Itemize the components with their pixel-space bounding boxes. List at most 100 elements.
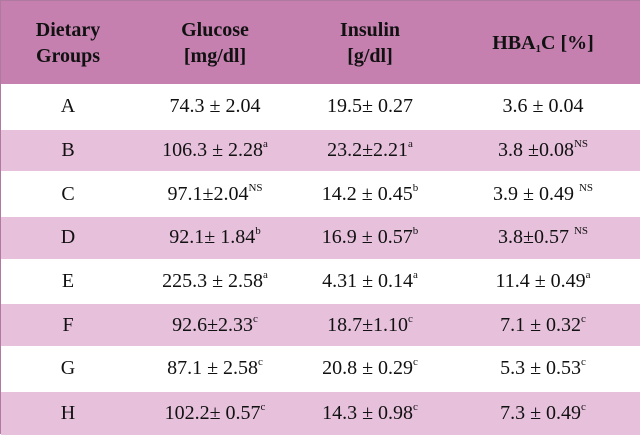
insulin-significance: c [413, 356, 418, 369]
insulin-value: 23.2±2.21 [327, 139, 409, 162]
group-cell: D [1, 215, 135, 260]
table-header: Dietary Groups Glucose [mg/dl] Insulin [… [1, 1, 640, 86]
table-row: F 92.6±2.33c 18.7±1.10c 7.1 ± 0.32c [1, 302, 640, 348]
group-value: D [60, 226, 76, 249]
insulin-significance: b [412, 225, 419, 238]
hba1c-value: 3.8 ±0.08 [497, 139, 574, 162]
table-row: D 92.1± 1.84b 16.9 ± 0.57b 3.8±0.57 NS [1, 215, 640, 260]
glucose-value: 92.6±2.33 [172, 313, 254, 336]
insulin-cell: 16.9 ± 0.57b [295, 215, 445, 260]
hba1c-significance: NS [573, 225, 589, 238]
hba1c-value: 3.8±0.57 [497, 226, 574, 249]
group-cell: E [1, 258, 135, 304]
hba1c-cell: 7.1 ± 0.32c [445, 302, 640, 348]
header-dietary-groups-line2: Groups [35, 44, 101, 67]
group-cell: A [1, 84, 135, 129]
hba1c-cell: 3.8±0.57 NS [445, 215, 640, 260]
glucose-cell: 87.1 ± 2.58c [135, 346, 295, 391]
table-row: E 225.3 ± 2.58a 4.31 ± 0.14a 11.4 ± 0.49… [1, 258, 640, 304]
header-hba1c-pre: HBA [492, 31, 536, 54]
header-insulin: Insulin [g/dl] [295, 1, 445, 86]
hba1c-value: 7.1 ± 0.32 [500, 313, 582, 336]
hba1c-significance: a [585, 269, 591, 282]
table-body: A 74.3 ± 2.04 19.5± 0.27 3.6 ± 0.04 B 10… [1, 84, 640, 435]
glucose-cell: 106.3 ± 2.28a [135, 127, 295, 173]
hba1c-significance: c [581, 356, 586, 369]
group-value: C [61, 182, 75, 205]
group-value: E [61, 270, 75, 293]
insulin-value: 20.8 ± 0.29 [322, 357, 414, 380]
glucose-value: 225.3 ± 2.58 [162, 270, 264, 293]
hba1c-value: 11.4 ± 0.49 [495, 270, 586, 293]
group-value: A [60, 95, 76, 118]
group-value: F [62, 313, 74, 336]
insulin-significance: a [408, 138, 413, 151]
hba1c-significance: c [581, 312, 586, 325]
glucose-significance: b [255, 225, 261, 238]
header-hba1c-sub: 1 [535, 42, 542, 55]
insulin-cell: 14.2 ± 0.45b [295, 171, 445, 217]
glucose-value: 92.1± 1.84 [169, 226, 256, 249]
hba1c-cell: 3.6 ± 0.04 [445, 84, 640, 129]
insulin-cell: 23.2±2.21a [295, 127, 445, 173]
table-row: A 74.3 ± 2.04 19.5± 0.27 3.6 ± 0.04 [1, 84, 640, 129]
header-row: Dietary Groups Glucose [mg/dl] Insulin [… [1, 1, 640, 86]
group-cell: G [1, 346, 135, 391]
glucose-significance: a [263, 269, 268, 282]
glucose-value: 102.2± 0.57 [164, 401, 261, 424]
hba1c-cell: 5.3 ± 0.53c [445, 346, 640, 391]
glucose-cell: 74.3 ± 2.04 [135, 84, 295, 129]
insulin-value: 19.5± 0.27 [327, 95, 413, 118]
insulin-value: 14.2 ± 0.45 [321, 182, 413, 205]
hba1c-cell: 3.8 ±0.08NS [445, 127, 640, 173]
insulin-cell: 20.8 ± 0.29c [295, 346, 445, 391]
insulin-value: 14.3 ± 0.98 [322, 401, 414, 424]
hba1c-cell: 11.4 ± 0.49a [445, 258, 640, 304]
glucose-value: 106.3 ± 2.28 [162, 139, 264, 162]
glucose-cell: 92.1± 1.84b [135, 215, 295, 260]
glucose-cell: 225.3 ± 2.58a [135, 258, 295, 304]
hba1c-cell: 7.3 ± 0.49c [445, 389, 640, 435]
group-cell: H [1, 389, 135, 435]
group-value: G [60, 357, 76, 380]
glucose-cell: 92.6±2.33c [135, 302, 295, 348]
insulin-cell: 19.5± 0.27 [295, 84, 445, 129]
header-dietary-groups: Dietary Groups [1, 1, 135, 86]
glucose-significance: NS [248, 181, 263, 194]
hba1c-value: 3.9 ± 0.49 [492, 182, 579, 205]
insulin-cell: 18.7±1.10c [295, 302, 445, 348]
group-cell: B [1, 127, 135, 173]
header-insulin-line1: Insulin [339, 18, 401, 41]
glucose-value: 97.1±2.04 [167, 182, 249, 205]
table-row: H 102.2± 0.57c 14.3 ± 0.98c 7.3 ± 0.49c [1, 389, 640, 435]
group-cell: C [1, 171, 135, 217]
insulin-value: 16.9 ± 0.57 [321, 226, 413, 249]
hba1c-significance: NS [578, 181, 594, 194]
header-dietary-groups-line1: Dietary [35, 18, 101, 41]
header-hba1c-post: C [%] [541, 31, 594, 54]
insulin-cell: 14.3 ± 0.98c [295, 389, 445, 435]
table-row: B 106.3 ± 2.28a 23.2±2.21a 3.8 ±0.08NS [1, 127, 640, 173]
header-glucose-line1: Glucose [181, 18, 249, 41]
glucose-significance: c [253, 312, 258, 325]
hba1c-value: 7.3 ± 0.49 [500, 401, 582, 424]
hba1c-significance: NS [573, 138, 589, 151]
glucose-significance: c [260, 400, 266, 413]
glucose-value: 74.3 ± 2.04 [169, 95, 261, 118]
insulin-significance: b [412, 181, 419, 194]
group-value: B [61, 139, 75, 162]
header-glucose: Glucose [mg/dl] [135, 1, 295, 86]
insulin-significance: a [413, 269, 418, 282]
table-row: G 87.1 ± 2.58c 20.8 ± 0.29c 5.3 ± 0.53c [1, 346, 640, 391]
glucose-significance: c [258, 356, 263, 369]
insulin-value: 18.7±1.10 [327, 313, 409, 336]
insulin-cell: 4.31 ± 0.14a [295, 258, 445, 304]
glucose-cell: 102.2± 0.57c [135, 389, 295, 435]
header-glucose-line2: [mg/dl] [183, 44, 247, 67]
table-row: C 97.1±2.04NS 14.2 ± 0.45b 3.9 ± 0.49 NS [1, 171, 640, 217]
hba1c-cell: 3.9 ± 0.49 NS [445, 171, 640, 217]
hba1c-significance: c [581, 400, 586, 413]
insulin-significance: c [408, 312, 413, 325]
